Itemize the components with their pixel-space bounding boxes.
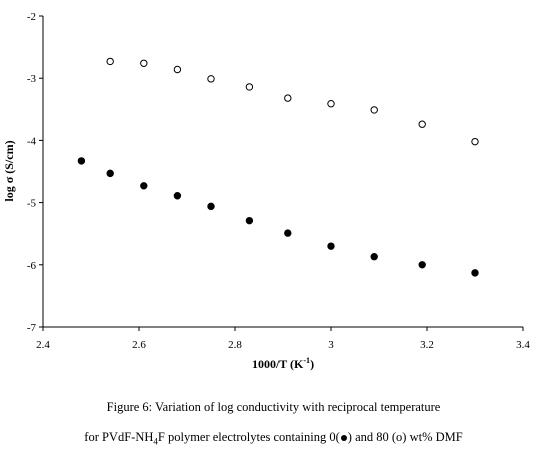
- open-circle-point: [173, 65, 182, 74]
- open-circle-point: [370, 106, 378, 114]
- filled-circle-point: [77, 157, 86, 165]
- open-circle-point: [106, 57, 114, 66]
- open-circle-point: [418, 120, 426, 128]
- filled-circle-icon: [340, 435, 347, 442]
- x-tick-label: 2.6: [132, 339, 146, 351]
- y-tick-label: -7: [27, 322, 37, 334]
- filled-circle-point: [173, 192, 182, 200]
- open-circle-point: [284, 94, 292, 102]
- y-axis-title: log σ (S/cm): [2, 140, 16, 201]
- chart: -2 -3 -4 -5 -6 -7 2.4 2.6 2.8 3 3.2 3.4 1000/T (K-…: [2, 11, 530, 371]
- y-tick-label: -4: [27, 135, 37, 147]
- open-circle-point: [327, 100, 335, 108]
- open-circle-point: [140, 59, 148, 67]
- y-tick-label: -3: [27, 73, 37, 85]
- filled-circle-point: [418, 261, 426, 269]
- series-filled-circles: [77, 157, 479, 277]
- caption-text-end: ) and 80 (o) wt% DMF: [347, 430, 463, 444]
- caption-text-middle: F polymer electrolytes containing 0(: [157, 430, 340, 444]
- y-tick-label: -2: [27, 11, 36, 23]
- x-tick-label: 2.4: [36, 339, 50, 351]
- filled-circle-point: [284, 229, 292, 237]
- data-series: [77, 57, 479, 277]
- x-tick-label: 3.4: [516, 339, 530, 351]
- figure-caption-line-1: Figure 6: Variation of log conductivity …: [106, 400, 441, 414]
- filled-circle-point: [245, 216, 254, 225]
- y-tick-label: -5: [27, 198, 37, 210]
- filled-circle-point: [370, 253, 378, 261]
- x-axis-title: 1000/T (K-1): [252, 356, 314, 371]
- series-open-circles: [106, 57, 479, 146]
- open-circle-point: [471, 137, 479, 146]
- open-circle-point: [245, 83, 254, 91]
- filled-circle-point: [106, 169, 114, 178]
- caption-subscript: 4: [153, 436, 158, 447]
- caption-text-prefix: for PVdF-NH: [84, 430, 154, 444]
- filled-circle-point: [207, 202, 215, 211]
- filled-circle-point: [471, 269, 479, 277]
- x-axis-ticks: 2.4 2.6 2.8 3 3.2 3.4: [36, 327, 530, 351]
- filled-circle-point: [327, 242, 335, 250]
- x-tick-label: 3.2: [420, 339, 434, 351]
- filled-circle-point: [140, 182, 148, 190]
- x-tick-label: 2.8: [228, 339, 242, 351]
- open-circle-point: [207, 75, 215, 83]
- figure-caption-line-2: for PVdF-NH4F polymer electrolytes conta…: [0, 430, 547, 447]
- plot-area: [42, 16, 523, 328]
- x-tick-label: 3: [328, 339, 334, 351]
- y-axis-ticks: -2 -3 -4 -5 -6 -7: [27, 11, 43, 334]
- y-tick-label: -6: [27, 260, 37, 272]
